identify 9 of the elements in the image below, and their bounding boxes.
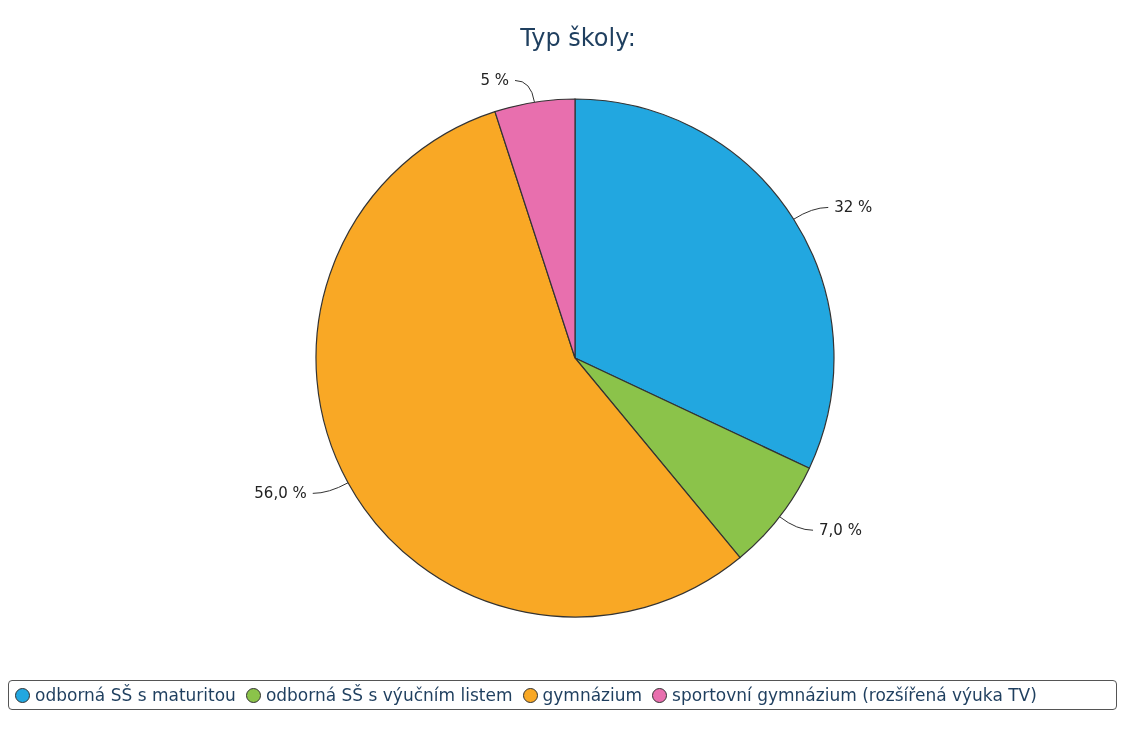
legend-label: sportovní gymnázium (rozšířená výuka TV) [671,685,1037,705]
legend-label: odborná SŠ s výučním listem [264,685,513,705]
data-label: 5 % [480,71,510,90]
legend-label: gymnázium [541,685,643,705]
data-label: 32 % [834,198,873,217]
chart-title: Typ školy: [519,24,636,52]
legend-label: odborná SŠ s maturitou [34,685,236,705]
data-label: 56,0 % [254,484,307,503]
data-label: 7,0 % [819,521,862,540]
